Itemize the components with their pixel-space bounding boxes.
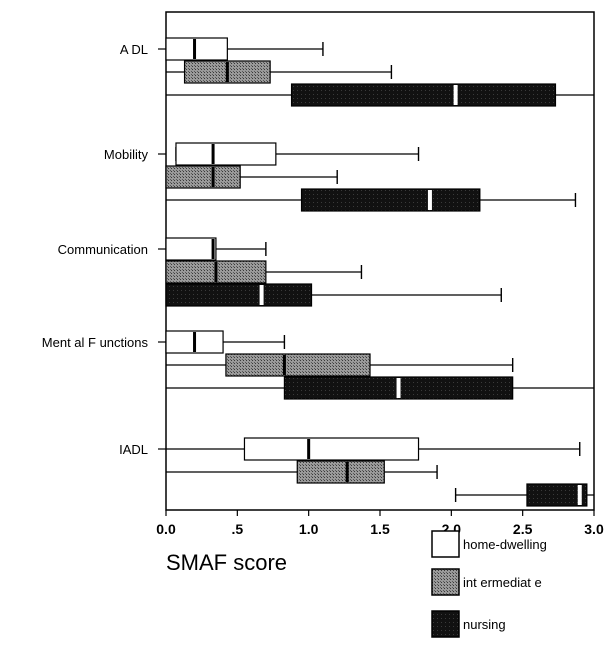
legend-swatch bbox=[431, 610, 460, 638]
x-tick-label: .5 bbox=[231, 521, 243, 537]
iqr-box bbox=[526, 483, 588, 507]
legend-entry-home-dwelling: home-dwelling bbox=[431, 530, 547, 558]
box-communication-nursing bbox=[165, 283, 502, 307]
box-iadl-home-dwelling bbox=[166, 437, 581, 461]
legend-label: home-dwelling bbox=[463, 537, 547, 552]
iqr-box bbox=[165, 165, 241, 189]
box-mobility-home-dwelling bbox=[175, 142, 420, 166]
iqr-box bbox=[300, 188, 481, 212]
box-adl-home-dwelling bbox=[165, 37, 324, 61]
iqr-box bbox=[290, 83, 557, 107]
iqr-box bbox=[165, 37, 228, 61]
x-tick-label: 2.5 bbox=[513, 521, 533, 537]
x-axis: 0.0.5 1.0 1.5 2.0 2.5 3.0 bbox=[156, 510, 604, 537]
category-label: Mobility bbox=[104, 147, 149, 162]
legend-label: int ermediat e bbox=[463, 575, 542, 590]
category-label: A DL bbox=[120, 42, 148, 57]
x-tick-label: 3.0 bbox=[584, 521, 604, 537]
legend-entry-intermediate: int ermediat e bbox=[431, 568, 542, 596]
legend-label: nursing bbox=[463, 617, 506, 632]
x-axis-label: SMAF score bbox=[166, 550, 287, 575]
category-label: IADL bbox=[119, 442, 148, 457]
iqr-box bbox=[165, 237, 217, 261]
iqr-box bbox=[296, 460, 385, 484]
category-labels: A DL Mobility Communication Ment al F uncti… bbox=[42, 42, 166, 457]
category-label: Communication bbox=[58, 242, 148, 257]
iqr-box bbox=[243, 437, 420, 461]
box-iadl-intermediate bbox=[166, 460, 438, 484]
box-adl-intermediate bbox=[166, 60, 393, 84]
x-tick-label: 0.0 bbox=[156, 521, 176, 537]
box-communication-home-dwelling bbox=[165, 237, 267, 261]
legend: home-dwelling int ermediat e nursing bbox=[431, 530, 547, 638]
iqr-box bbox=[175, 142, 277, 166]
x-tick-label: 1.5 bbox=[370, 521, 390, 537]
iqr-box bbox=[165, 283, 313, 307]
iqr-box bbox=[225, 353, 371, 377]
box-mental-functions-intermediate bbox=[166, 353, 514, 377]
box-mobility-nursing bbox=[166, 188, 577, 212]
box-iadl-nursing bbox=[454, 483, 594, 507]
box-mobility-intermediate bbox=[165, 165, 338, 189]
legend-entry-nursing: nursing bbox=[431, 610, 506, 638]
category-label: Ment al F unctions bbox=[42, 335, 149, 350]
box-communication-intermediate bbox=[165, 260, 363, 284]
legend-swatch bbox=[431, 530, 460, 558]
box-mental-functions-home-dwelling bbox=[165, 330, 286, 354]
box-adl-nursing bbox=[166, 83, 594, 107]
x-tick-label: 1.0 bbox=[299, 521, 319, 537]
legend-swatch bbox=[431, 568, 460, 596]
plot-area bbox=[165, 11, 595, 511]
box-mental-functions-nursing bbox=[166, 376, 594, 400]
